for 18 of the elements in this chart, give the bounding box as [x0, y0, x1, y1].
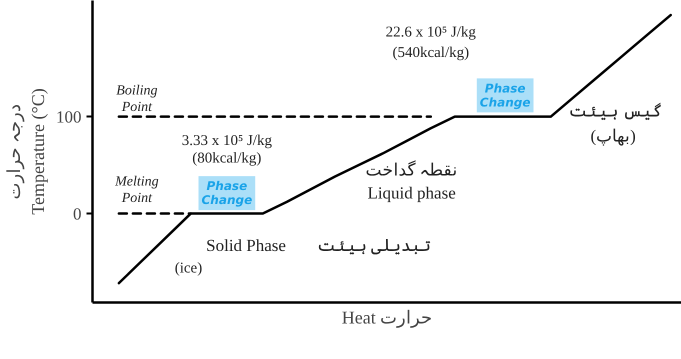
annotation: Boiling Point — [116, 83, 158, 115]
y-tick-label: 0 — [73, 204, 82, 224]
annotation: نقطہ گداخت — [365, 159, 458, 180]
annotation: (ice) — [174, 260, 202, 277]
y-tick-label: 100 — [56, 108, 82, 127]
annotation: Liquid phase — [367, 184, 456, 203]
annotation: گیس ہیئت — [568, 101, 663, 120]
annotation: تبدیلی ہیئت — [316, 236, 432, 255]
annotation: (80kcal/kg) — [192, 150, 262, 166]
annotation: 3.33 x 10⁵ J/kg — [182, 132, 272, 149]
annotation: Phase Change — [201, 179, 252, 208]
annotation: (بھاپ) — [590, 126, 636, 147]
annotation: Solid Phase — [206, 236, 286, 255]
annotation: Melting Point — [114, 174, 159, 206]
annotation: (540kcal/kg) — [392, 44, 470, 61]
annotation: Phase Change — [480, 81, 531, 110]
annotation: 22.6 x 10⁵ J/kg — [386, 24, 476, 40]
x-axis-title: Heat حرارت — [342, 308, 432, 328]
